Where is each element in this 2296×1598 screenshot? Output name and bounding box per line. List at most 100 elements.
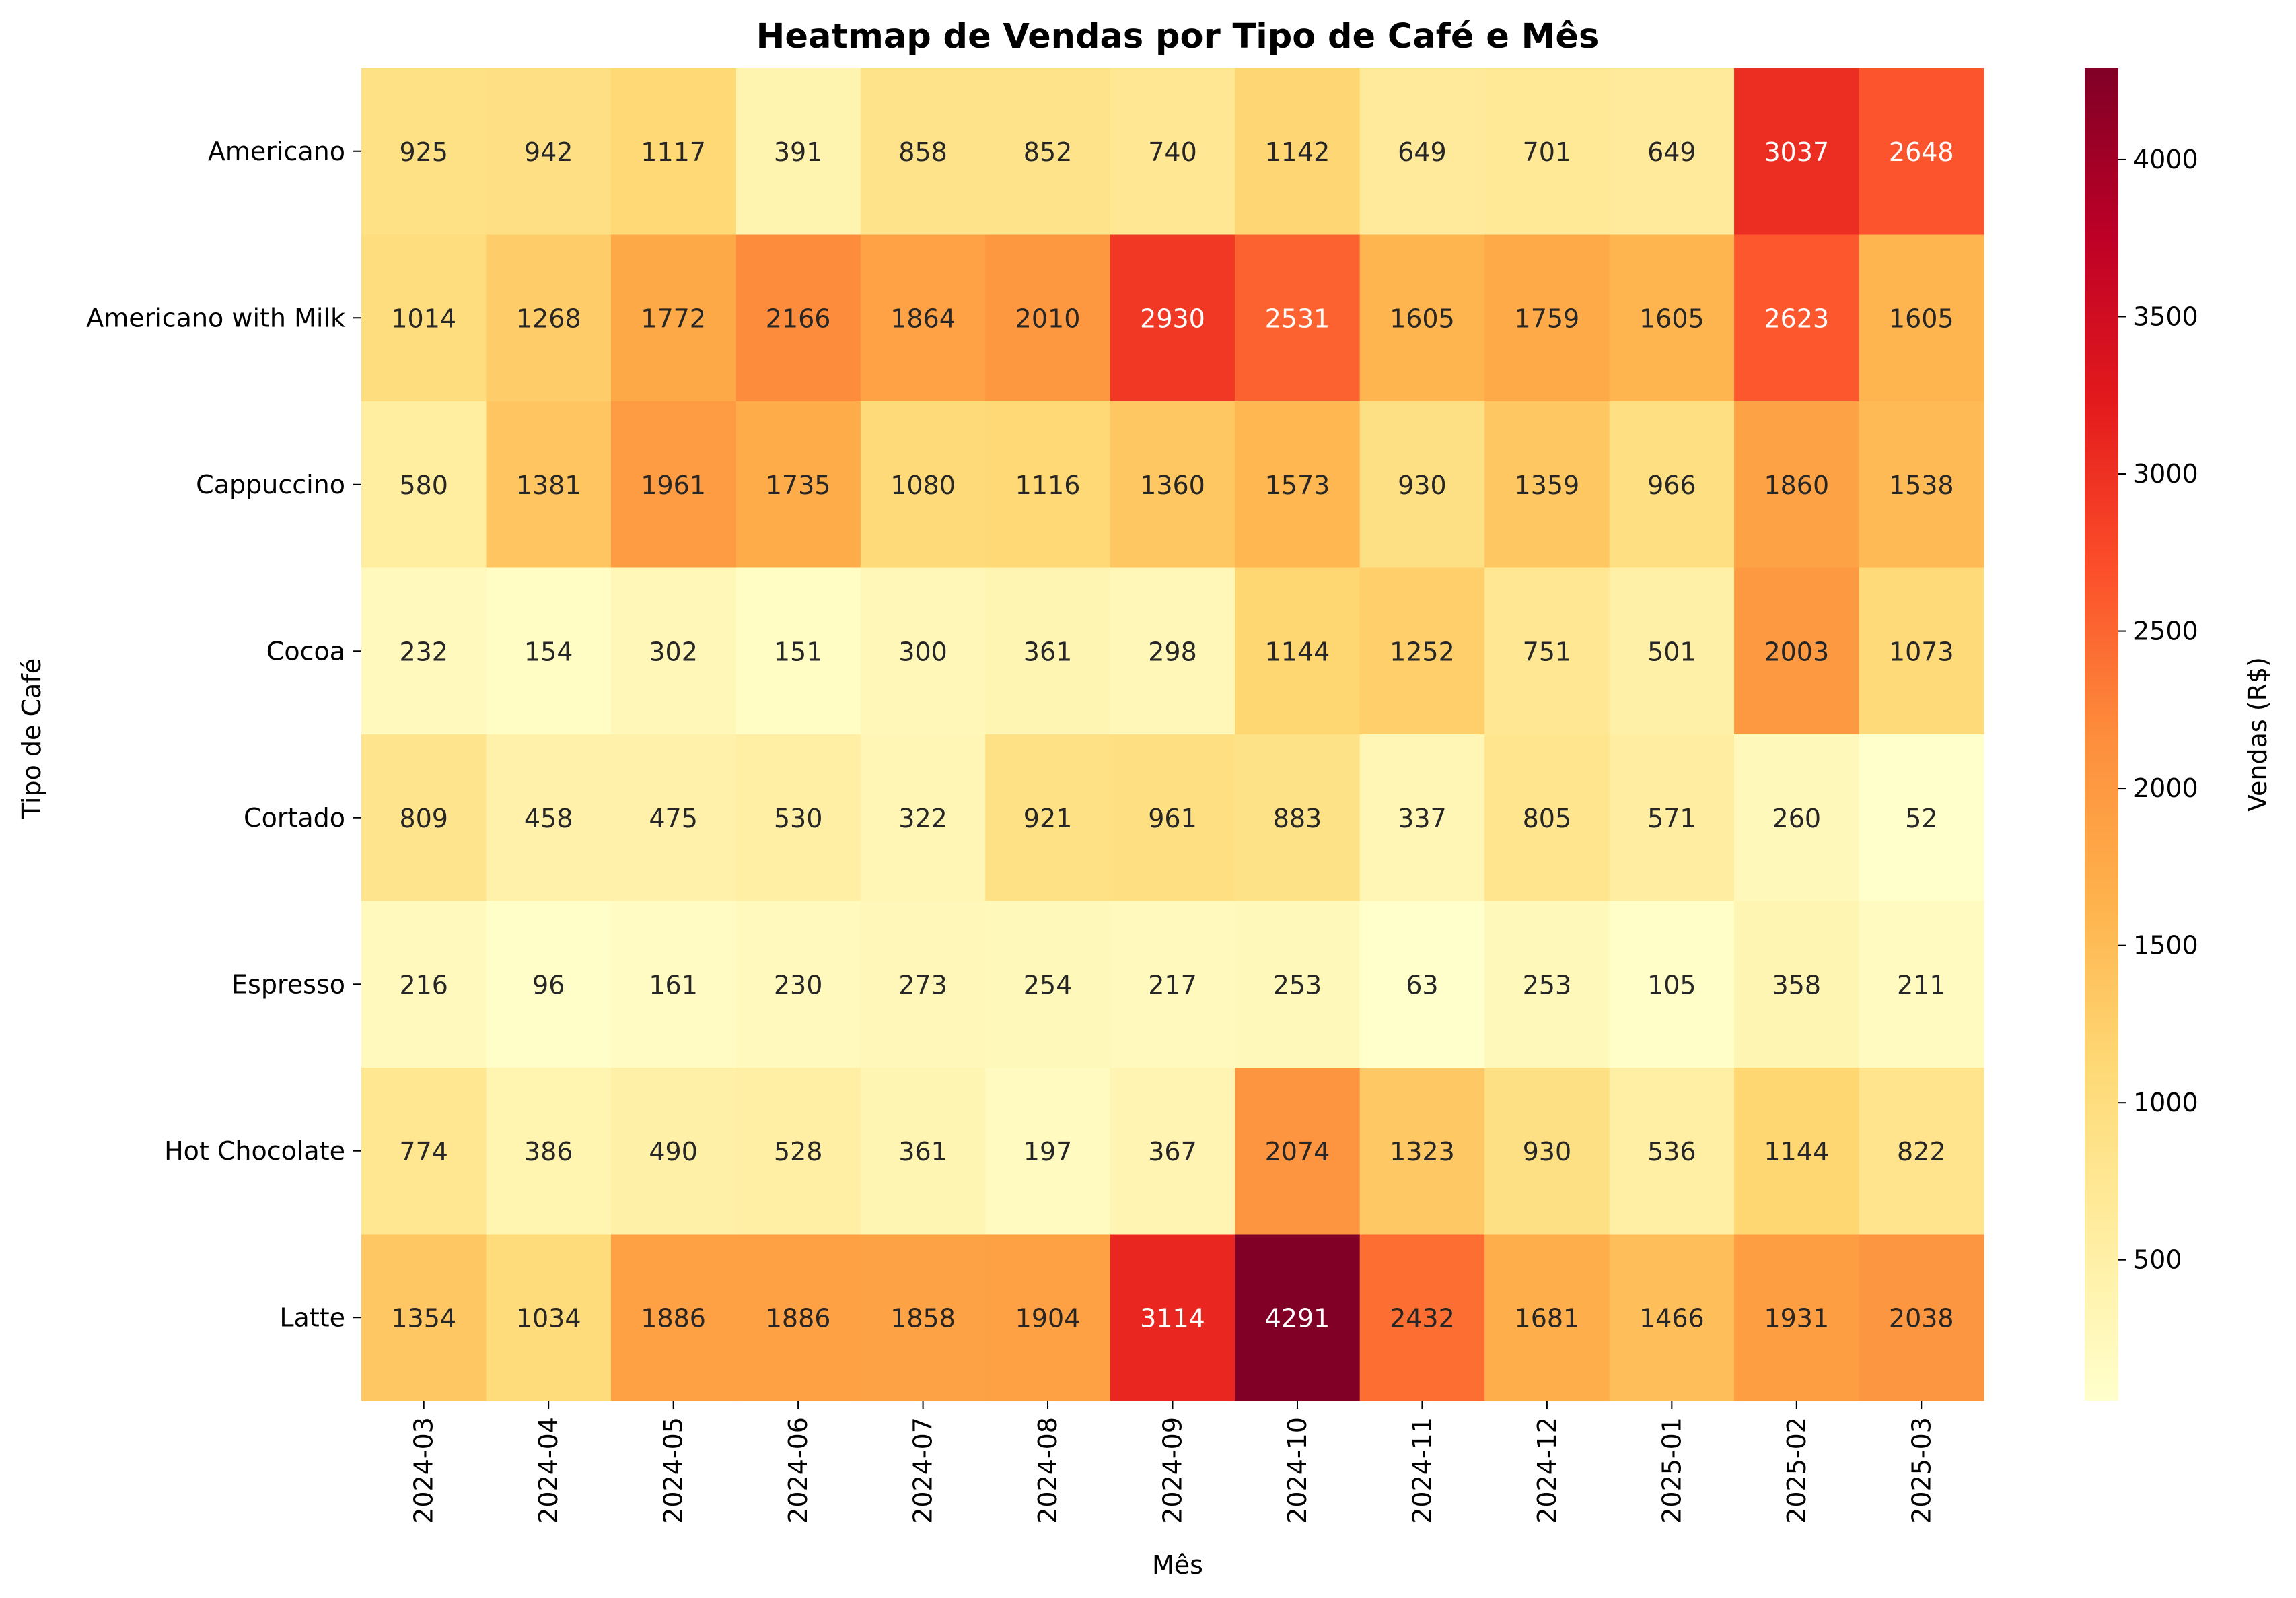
heatmap-cell xyxy=(736,68,861,236)
heatmap-cell xyxy=(736,567,861,735)
cell-value-label: 1034 xyxy=(516,1303,581,1333)
cell-value-label: 1144 xyxy=(1265,637,1330,666)
cell-value-label: 1268 xyxy=(516,304,581,333)
heatmap-cell xyxy=(736,1068,861,1235)
x-tick-label: 2024-08 xyxy=(1033,1417,1063,1524)
x-tick-label: 2024-09 xyxy=(1158,1417,1188,1524)
x-tick-label: 2024-10 xyxy=(1283,1417,1312,1524)
cell-value-label: 536 xyxy=(1647,1137,1696,1167)
colorbar-tick-label: 2000 xyxy=(2133,773,2198,803)
heatmap-cell xyxy=(1235,567,1361,735)
cell-value-label: 1360 xyxy=(1140,471,1205,500)
heatmap-cell-labels: 925 942 1117 391 858 852 740 1142 649 701 649 3037 2… xyxy=(391,137,1953,1333)
colorbar-ticks: 500 1000 1500 2000 2500 3000 3500 4000 xyxy=(2118,145,2198,1275)
heatmap-cells xyxy=(361,68,1984,1401)
cell-value-label: 1886 xyxy=(766,1303,831,1333)
cell-value-label: 966 xyxy=(1647,471,1696,500)
cell-value-label: 298 xyxy=(1148,637,1197,666)
cell-value-label: 930 xyxy=(1523,1137,1572,1167)
cell-value-label: 1144 xyxy=(1764,1137,1829,1167)
cell-value-label: 1116 xyxy=(1015,471,1081,500)
x-tick-label: 2024-06 xyxy=(783,1417,813,1524)
cell-value-label: 961 xyxy=(1148,804,1197,833)
heatmap-cell xyxy=(1359,234,1485,402)
heatmap-cell xyxy=(486,68,612,236)
x-tick-label: 2024-07 xyxy=(908,1417,938,1524)
heatmap-cell xyxy=(1110,1068,1235,1235)
heatmap-cell xyxy=(985,68,1111,236)
colorbar-tick-label: 3000 xyxy=(2133,459,2198,489)
cell-value-label: 1681 xyxy=(1515,1303,1580,1333)
heatmap-cell xyxy=(1609,567,1735,735)
cell-value-label: 571 xyxy=(1647,804,1696,833)
heatmap-cell xyxy=(1609,1234,1735,1401)
cell-value-label: 367 xyxy=(1148,1137,1197,1167)
heatmap-cell xyxy=(486,1068,612,1235)
heatmap-cell xyxy=(985,901,1111,1068)
heatmap-cell xyxy=(361,567,487,735)
cell-value-label: 1904 xyxy=(1015,1303,1081,1333)
cell-value-label: 211 xyxy=(1897,970,1946,1000)
heatmap-cell xyxy=(1484,234,1610,402)
heatmap-cell xyxy=(1859,1068,1984,1235)
cell-value-label: 2074 xyxy=(1265,1137,1330,1167)
heatmap-cell xyxy=(1235,68,1361,236)
cell-value-label: 1354 xyxy=(391,1303,456,1333)
cell-value-label: 2010 xyxy=(1015,304,1081,333)
x-tick-label: 2025-01 xyxy=(1657,1417,1686,1524)
heatmap-cell xyxy=(860,734,986,902)
cell-value-label: 300 xyxy=(898,637,947,666)
heatmap-cell xyxy=(361,234,487,402)
cell-value-label: 63 xyxy=(1406,970,1438,1000)
y-tick-label: Americano xyxy=(208,137,345,166)
heatmap-cell xyxy=(361,1234,487,1401)
cell-value-label: 858 xyxy=(898,137,947,167)
heatmap-cell xyxy=(1484,68,1610,236)
cell-value-label: 391 xyxy=(774,137,823,167)
heatmap-cell xyxy=(1484,401,1610,569)
heatmap-cell xyxy=(1484,734,1610,902)
heatmap-cell xyxy=(1484,901,1610,1068)
cell-value-label: 105 xyxy=(1647,970,1696,1000)
cell-value-label: 358 xyxy=(1772,970,1822,1000)
heatmap-cell xyxy=(1110,567,1235,735)
heatmap-cell xyxy=(1359,401,1485,569)
cell-value-label: 161 xyxy=(649,970,698,1000)
cell-value-label: 273 xyxy=(898,970,947,1000)
heatmap-cell xyxy=(860,1234,986,1401)
colorbar xyxy=(2085,68,2118,1401)
heatmap-cell xyxy=(860,68,986,236)
heatmap-cell xyxy=(1609,901,1735,1068)
cell-value-label: 1573 xyxy=(1265,471,1330,500)
cell-value-label: 1014 xyxy=(391,304,456,333)
heatmap-cell xyxy=(1110,401,1235,569)
heatmap-cell xyxy=(736,234,861,402)
cell-value-label: 1252 xyxy=(1390,637,1455,666)
cell-value-label: 302 xyxy=(649,637,698,666)
heatmap-cell xyxy=(610,734,736,902)
y-tick-label: Cocoa xyxy=(266,636,345,666)
cell-value-label: 822 xyxy=(1897,1137,1946,1167)
colorbar-tick-label: 4000 xyxy=(2133,145,2198,174)
cell-value-label: 1961 xyxy=(641,471,706,500)
cell-value-label: 232 xyxy=(399,637,448,666)
x-tick-label: 2024-05 xyxy=(659,1417,688,1524)
cell-value-label: 337 xyxy=(1398,804,1447,833)
heatmap-cell xyxy=(1734,1234,1860,1401)
heatmap-cell xyxy=(1859,734,1984,902)
cell-value-label: 701 xyxy=(1523,137,1572,167)
cell-value-label: 96 xyxy=(532,970,565,1000)
x-tick-label: 2024-12 xyxy=(1532,1417,1562,1524)
cell-value-label: 253 xyxy=(1273,970,1322,1000)
heatmap-cell xyxy=(1859,567,1984,735)
heatmap-cell xyxy=(985,1234,1111,1401)
cell-value-label: 809 xyxy=(399,804,448,833)
heatmap-cell xyxy=(1359,68,1485,236)
cell-value-label: 852 xyxy=(1024,137,1073,167)
cell-value-label: 260 xyxy=(1772,804,1822,833)
cell-value-label: 2648 xyxy=(1889,137,1954,167)
cell-value-label: 490 xyxy=(649,1137,698,1167)
heatmap-cell xyxy=(1110,234,1235,402)
heatmap-cell xyxy=(361,401,487,569)
heatmap-cell xyxy=(1359,1068,1485,1235)
